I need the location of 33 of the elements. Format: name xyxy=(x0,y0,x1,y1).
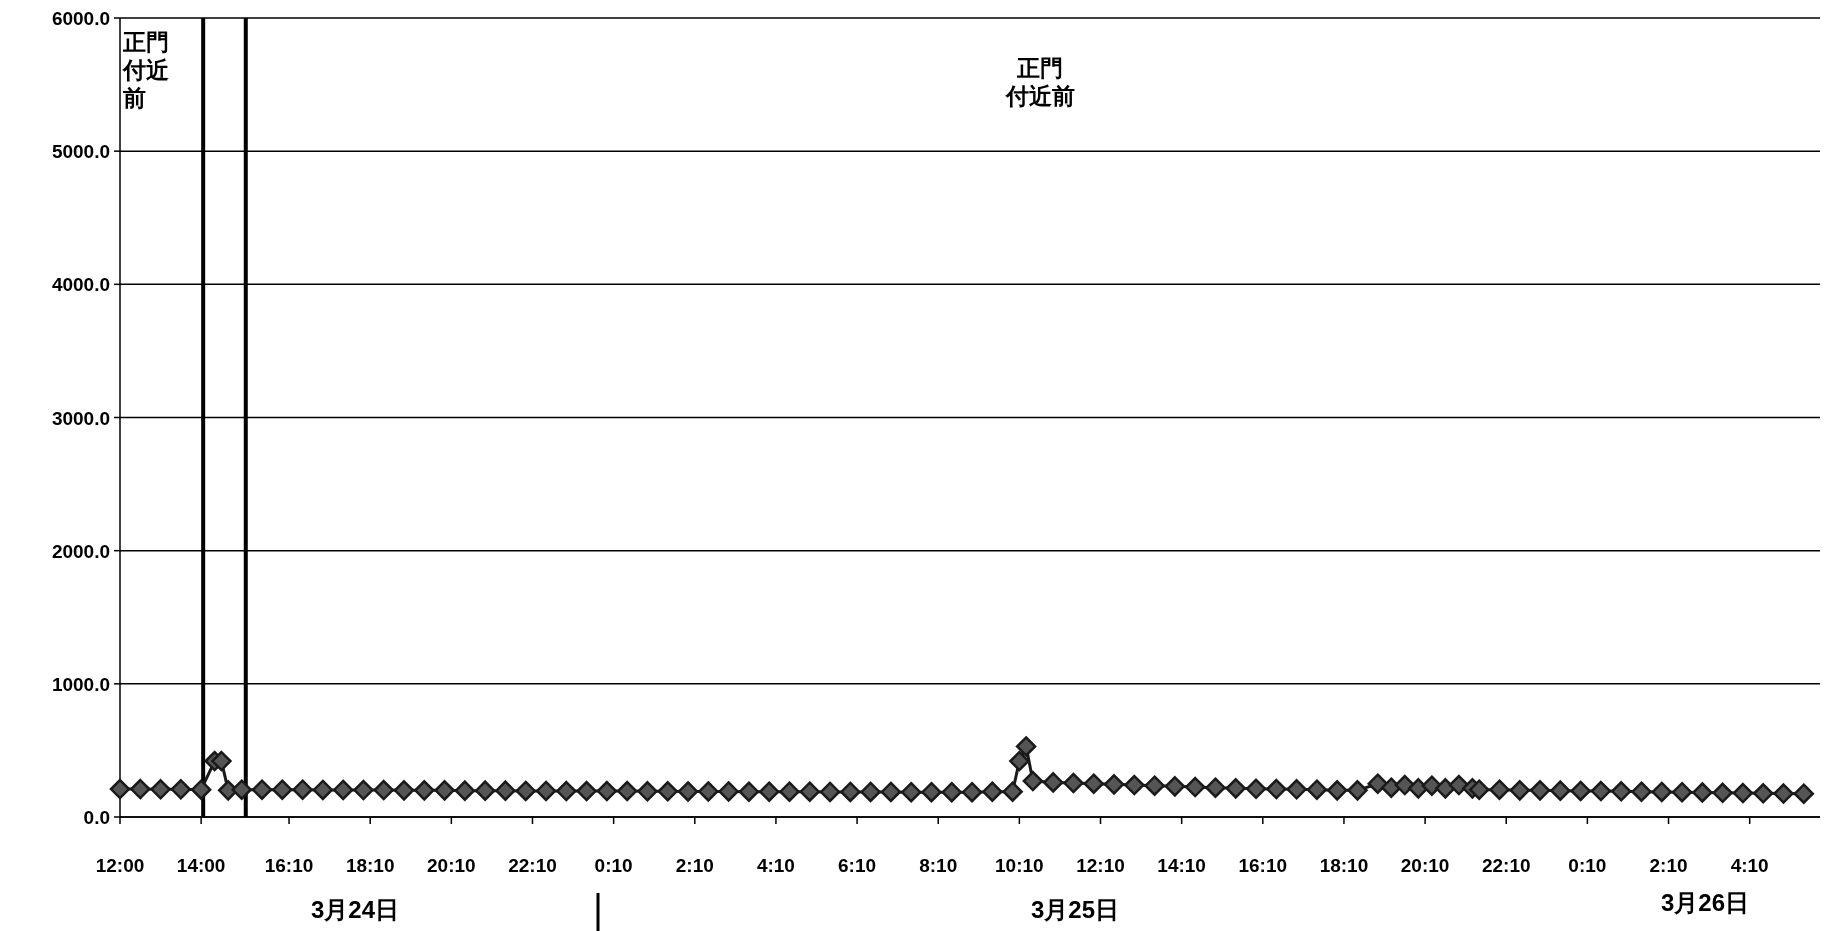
y-tick-label: 3000.0 xyxy=(51,407,110,429)
x-tick-label: 18:10 xyxy=(1319,855,1369,876)
x-tick-label: 0:10 xyxy=(594,855,633,876)
x-tick-label: 6:10 xyxy=(838,855,877,876)
x-tick-label: 0:10 xyxy=(1568,855,1607,876)
y-tick-label: 1000.0 xyxy=(51,673,110,695)
x-tick-label: 22:10 xyxy=(1481,855,1531,876)
x-tick-label: 20:10 xyxy=(427,855,476,876)
annotation: 正門付近前 xyxy=(122,29,169,111)
x-tick-label: 8:10 xyxy=(919,855,958,876)
x-tick-label: 12:00 xyxy=(95,855,145,876)
x-tick-label: 14:10 xyxy=(1157,855,1206,876)
text: 3月26日 xyxy=(1660,889,1750,916)
x-tick-label: 22:10 xyxy=(508,855,557,876)
x-tick-label: 16:10 xyxy=(264,855,314,876)
x-tick-label: 20:10 xyxy=(1400,855,1450,876)
y-tick-label: 6000.0 xyxy=(51,8,110,29)
text: 3月24日 xyxy=(310,896,400,923)
y-tick-label: 5000.0 xyxy=(51,141,110,163)
x-tick-label: 14:00 xyxy=(176,855,226,876)
text: 3月25日 xyxy=(1030,896,1120,923)
y-tick-label: 0.0 xyxy=(83,807,110,828)
x-tick-label: 2:10 xyxy=(675,855,714,876)
x-tick-label: 18:10 xyxy=(345,855,395,876)
annotation: 正門付近前 xyxy=(1004,55,1075,109)
x-tick-label: 10:10 xyxy=(995,855,1044,876)
y-tick-label: 4000.0 xyxy=(51,274,110,296)
y-tick-label: 2000.0 xyxy=(51,540,110,562)
x-tick-label: 12:10 xyxy=(1076,855,1125,876)
x-tick-label: 2:10 xyxy=(1649,855,1688,876)
x-tick-label: 4:10 xyxy=(756,855,795,876)
x-tick-label: 16:10 xyxy=(1238,855,1288,876)
x-tick-label: 4:10 xyxy=(1730,855,1769,876)
